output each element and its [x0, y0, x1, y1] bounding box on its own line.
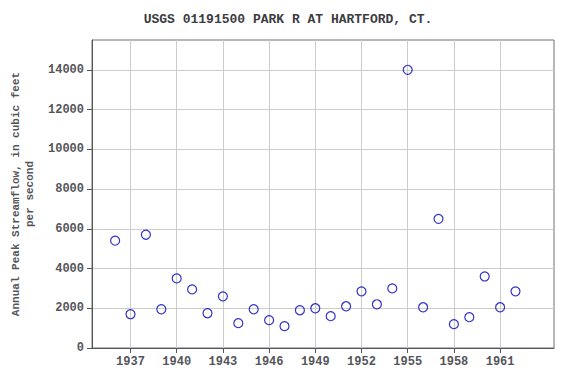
svg-text:4000: 4000: [55, 262, 84, 276]
svg-text:1946: 1946: [255, 355, 284, 369]
svg-text:12000: 12000: [48, 103, 84, 117]
svg-text:1952: 1952: [347, 355, 376, 369]
svg-text:1955: 1955: [393, 355, 422, 369]
svg-text:6000: 6000: [55, 222, 84, 236]
svg-text:1958: 1958: [439, 355, 468, 369]
svg-text:Annual Peak Streamflow, in cub: Annual Peak Streamflow, in cubic feet: [10, 72, 22, 316]
svg-text:1937: 1937: [116, 355, 145, 369]
svg-text:2000: 2000: [55, 301, 84, 315]
svg-text:1943: 1943: [208, 355, 237, 369]
svg-text:1961: 1961: [486, 355, 515, 369]
svg-text:per second: per second: [24, 161, 36, 227]
svg-text:1949: 1949: [301, 355, 330, 369]
svg-text:0: 0: [77, 341, 84, 355]
svg-text:10000: 10000: [48, 142, 84, 156]
svg-text:14000: 14000: [48, 63, 84, 77]
svg-text:USGS 01191500 PARK R AT HARTFO: USGS 01191500 PARK R AT HARTFORD, CT.: [144, 12, 433, 27]
svg-text:1940: 1940: [162, 355, 191, 369]
svg-text:8000: 8000: [55, 182, 84, 196]
